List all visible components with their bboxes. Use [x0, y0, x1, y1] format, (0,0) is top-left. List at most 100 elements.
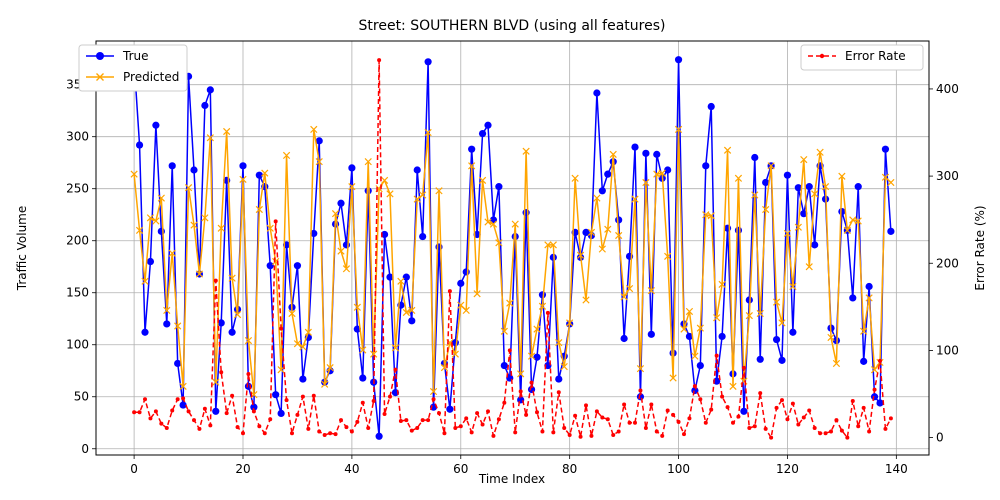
true-point — [446, 405, 454, 413]
true-point — [696, 361, 704, 370]
error-rate-point — [213, 278, 218, 283]
predicted-point — [680, 325, 688, 333]
true-point — [168, 162, 176, 170]
error-rate-point — [355, 419, 360, 424]
error-rate-point — [720, 394, 725, 399]
error-rate-point — [888, 416, 893, 421]
y-tick-label: 250 — [66, 182, 89, 196]
true-point — [402, 273, 410, 281]
predicted-point — [261, 169, 269, 177]
series-layer — [130, 56, 895, 440]
true-point — [424, 58, 432, 66]
x-axis-title: Time Index — [478, 472, 545, 486]
true-point — [353, 325, 361, 333]
y-axis-right: 0 100 200 300 400 — [929, 82, 959, 445]
true-point — [190, 166, 198, 174]
legend-true-marker — [96, 52, 104, 60]
predicted-point — [783, 229, 792, 238]
predicted-point — [468, 162, 476, 170]
error-rate-point — [812, 425, 817, 430]
error-rate-point — [295, 412, 300, 417]
predicted-point — [419, 191, 427, 199]
predicted-point — [854, 217, 862, 225]
predicted-point — [184, 184, 193, 192]
predicted-point — [304, 328, 312, 336]
true-point — [293, 262, 302, 270]
true-point — [620, 334, 628, 343]
error-rate-point — [758, 391, 763, 396]
error-rate-point — [251, 409, 256, 414]
predicted-point — [310, 125, 318, 134]
error-rate-point — [186, 409, 191, 414]
true-point — [664, 166, 672, 174]
predicted-point — [849, 216, 857, 224]
true-point — [789, 328, 797, 336]
true-point — [653, 150, 661, 158]
predicted-point — [424, 128, 432, 137]
error-rate-point — [437, 411, 441, 416]
true-point — [778, 356, 786, 364]
error-rate-point — [219, 370, 224, 375]
true-point — [811, 241, 819, 249]
predicted-point — [293, 340, 302, 348]
predicted-point — [413, 195, 421, 203]
true-point — [337, 199, 345, 207]
true-point — [250, 403, 258, 411]
error-rate-point — [796, 422, 801, 427]
error-rate-point — [339, 418, 343, 423]
true-point — [152, 121, 160, 129]
predicted-point — [860, 327, 868, 335]
error-rate-point — [426, 418, 431, 423]
error-rate-point — [415, 425, 420, 430]
true-point — [364, 187, 372, 195]
legend-error-marker — [819, 53, 825, 59]
error-rate-point — [567, 432, 572, 437]
predicted-point — [146, 214, 155, 222]
true-point — [887, 227, 895, 235]
true-point — [201, 101, 209, 110]
x-tick-label: 140 — [885, 462, 908, 476]
predicted-point — [288, 309, 296, 318]
error-rate-point — [404, 418, 409, 423]
predicted-point — [152, 217, 160, 225]
true-point — [870, 393, 879, 401]
predicted-point — [729, 382, 737, 390]
error-rate-point — [246, 371, 251, 376]
legend-true-label: True — [122, 49, 149, 63]
error-rate-point — [153, 409, 158, 414]
y-tick-label: 50 — [74, 390, 89, 404]
chart-title: Street: SOUTHERN BLVD (using all feature… — [359, 18, 666, 34]
error-rate-point — [360, 400, 365, 405]
error-rate-point — [431, 397, 436, 402]
error-rate-point — [611, 432, 616, 437]
predicted-point — [331, 210, 340, 218]
predicted-point — [560, 362, 568, 371]
predicted-line — [133, 128, 892, 396]
true-point — [615, 216, 623, 224]
predicted-point — [587, 228, 596, 237]
predicted-point — [794, 223, 802, 231]
x-tick-label: 40 — [344, 462, 359, 476]
true-point — [598, 187, 606, 195]
predicted-point — [130, 170, 138, 178]
true-point — [359, 374, 367, 382]
true-point — [174, 359, 182, 368]
predicted-point — [168, 249, 176, 257]
error-rate-point — [856, 424, 861, 429]
error-rate-point — [328, 431, 333, 436]
predicted-point — [582, 296, 590, 304]
predicted-point — [658, 169, 666, 177]
predicted-point — [141, 277, 149, 285]
predicted-point — [517, 370, 525, 378]
predicted-point — [544, 241, 552, 249]
error-rate-point — [502, 400, 507, 405]
predicted-point — [734, 174, 743, 182]
error-rate-point — [344, 425, 349, 430]
true-point — [255, 171, 263, 179]
true-point — [800, 210, 808, 218]
true-point — [794, 184, 802, 192]
predicted-point — [179, 382, 187, 390]
true-point — [740, 407, 748, 415]
predicted-point — [555, 339, 563, 347]
x-axis: 0 20 40 60 80 100 120 140 — [130, 455, 908, 476]
